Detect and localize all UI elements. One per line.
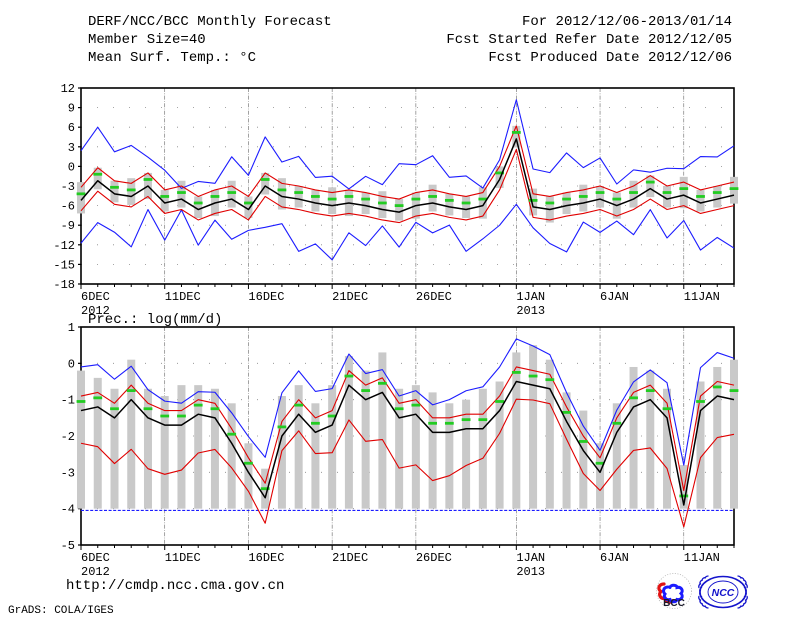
svg-text:11JAN: 11JAN	[684, 290, 720, 304]
svg-text:12: 12	[61, 82, 75, 96]
svg-text:BCC: BCC	[663, 598, 685, 609]
svg-text:6JAN: 6JAN	[600, 290, 629, 304]
svg-text:-6: -6	[61, 200, 75, 214]
svg-text:21DEC: 21DEC	[332, 290, 368, 304]
svg-text:0: 0	[68, 160, 75, 174]
svg-text:2012: 2012	[81, 565, 110, 579]
svg-text:1: 1	[68, 321, 75, 335]
svg-text:-12: -12	[53, 239, 75, 253]
svg-text:11DEC: 11DEC	[165, 290, 201, 304]
svg-text:6JAN: 6JAN	[600, 551, 629, 565]
svg-text:9: 9	[68, 102, 75, 116]
svg-text:2013: 2013	[516, 304, 545, 318]
svg-text:26DEC: 26DEC	[416, 551, 452, 565]
svg-text:1JAN: 1JAN	[516, 290, 545, 304]
svg-text:-15: -15	[53, 258, 75, 272]
svg-text:-3: -3	[61, 180, 75, 194]
svg-text:-2: -2	[61, 430, 75, 444]
svg-text:6DEC: 6DEC	[81, 551, 110, 565]
svg-text:-9: -9	[61, 219, 75, 233]
svg-text:11DEC: 11DEC	[165, 551, 201, 565]
svg-text:0: 0	[68, 357, 75, 371]
svg-text:3: 3	[68, 141, 75, 155]
svg-text:-4: -4	[61, 503, 75, 517]
svg-text:2013: 2013	[516, 565, 545, 579]
svg-text:2012: 2012	[81, 304, 110, 318]
svg-text:16DEC: 16DEC	[248, 290, 284, 304]
svg-text:16DEC: 16DEC	[248, 551, 284, 565]
svg-text:26DEC: 26DEC	[416, 290, 452, 304]
svg-text:6: 6	[68, 121, 75, 135]
svg-text:NCC: NCC	[712, 587, 735, 599]
svg-text:1JAN: 1JAN	[516, 551, 545, 565]
svg-text:-3: -3	[61, 466, 75, 480]
svg-text:-18: -18	[53, 278, 75, 292]
svg-text:-5: -5	[61, 539, 75, 553]
svg-text:21DEC: 21DEC	[332, 551, 368, 565]
svg-text:6DEC: 6DEC	[81, 290, 110, 304]
svg-text:11JAN: 11JAN	[684, 551, 720, 565]
svg-text:-1: -1	[61, 394, 75, 408]
